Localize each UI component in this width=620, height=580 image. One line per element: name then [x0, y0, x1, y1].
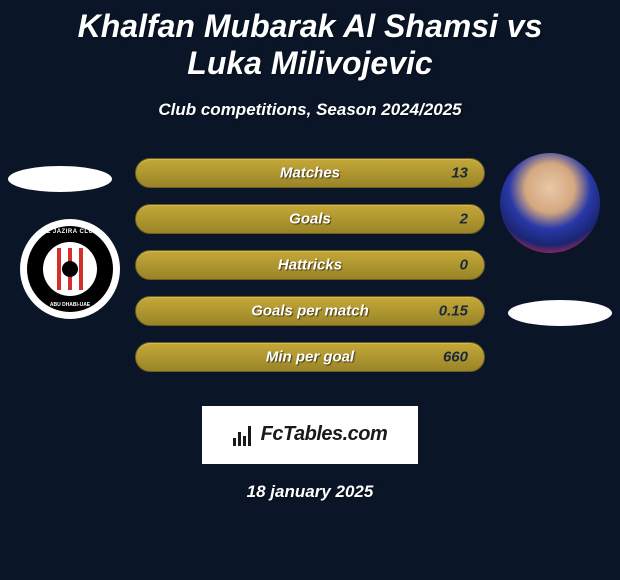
stats-list: Matches 13 Goals 2 Hattricks 0 Goals per… — [135, 158, 485, 388]
stat-value-right: 660 — [443, 348, 468, 365]
stat-row: Min per goal 660 — [135, 342, 485, 372]
stat-label: Goals — [136, 210, 484, 227]
badge-text-top: AL JAZIRA CLUB — [27, 229, 113, 235]
subtitle: Club competitions, Season 2024/2025 — [0, 100, 620, 120]
stat-value-right: 13 — [451, 164, 468, 181]
page-title: Khalfan Mubarak Al Shamsi vs Luka Milivo… — [0, 0, 620, 82]
stat-label: Matches — [136, 164, 484, 181]
badge-text-bottom: ABU DHABI-UAE — [27, 302, 113, 308]
stat-value-right: 2 — [460, 210, 468, 227]
stat-value-right: 0.15 — [439, 302, 468, 319]
stat-row: Hattricks 0 — [135, 250, 485, 280]
club-badge-left: AL JAZIRA CLUB ABU DHABI-UAE — [20, 219, 120, 319]
stat-row: Matches 13 — [135, 158, 485, 188]
stat-label: Min per goal — [136, 348, 484, 365]
stat-label: Hattricks — [136, 256, 484, 273]
comparison-panel: AL JAZIRA CLUB ABU DHABI-UAE Matches 13 … — [0, 158, 620, 388]
bar-chart-icon — [233, 424, 255, 446]
brand-box: FcTables.com — [202, 406, 418, 464]
stat-value-right: 0 — [460, 256, 468, 273]
stat-row: Goals per match 0.15 — [135, 296, 485, 326]
date-text: 18 january 2025 — [0, 482, 620, 502]
player-avatar-right — [500, 153, 600, 253]
stat-label: Goals per match — [136, 302, 484, 319]
brand-text: FcTables.com — [261, 423, 388, 446]
stat-row: Goals 2 — [135, 204, 485, 234]
team-indicator-right — [508, 300, 612, 326]
team-indicator-left — [8, 166, 112, 192]
